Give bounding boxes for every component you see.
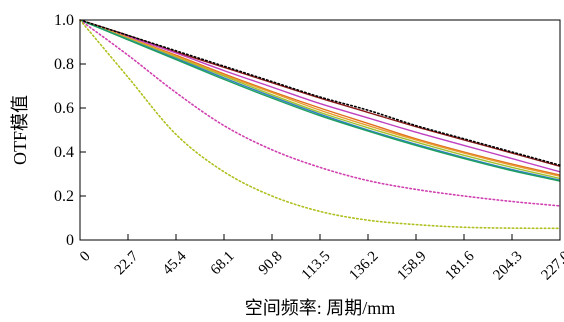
x-tick-label: 227.0: [538, 248, 564, 283]
x-tick-label: 204.3: [490, 248, 525, 283]
otf-curve-2: [79, 19, 561, 167]
x-tick-label: 0: [77, 248, 94, 265]
y-tick-label: 0: [66, 232, 74, 249]
otf-curve-7: [79, 19, 561, 181]
plot-frame: [79, 19, 561, 241]
otf-curve-1: [79, 19, 561, 166]
x-tick-label: 136.2: [346, 248, 381, 283]
otf-curve-9: [79, 19, 561, 207]
y-tick-label: 0.4: [54, 144, 74, 161]
x-tick-label: 45.4: [160, 248, 190, 278]
y-tick-label: 0.2: [54, 188, 74, 205]
y-tick-label: 0.8: [54, 56, 74, 73]
y-axis-title: OTF模值: [10, 95, 30, 165]
otf-curve-8: [79, 19, 561, 182]
curves-layer: [79, 19, 561, 230]
otf-curve-4: [79, 19, 561, 176]
x-tick-label: 90.8: [256, 248, 286, 278]
x-tick-label: 181.6: [442, 248, 478, 284]
otf-curve-10: [79, 19, 561, 230]
x-tick-label: 68.1: [208, 248, 238, 278]
x-axis-title: 空间频率: 周期/mm: [245, 298, 396, 318]
x-tick-label: 22.7: [112, 248, 142, 278]
y-axis: 0 0.2 0.4 0.6 0.8 1.0: [54, 12, 86, 249]
x-tick-label: 158.9: [394, 248, 429, 283]
otf-curve-6: [79, 19, 561, 180]
y-tick-label: 1.0: [54, 12, 74, 29]
otf-curve-5: [79, 19, 561, 177]
y-tick-label: 0.6: [54, 100, 74, 117]
otf-curve-3: [79, 19, 561, 173]
x-tick-label: 113.5: [299, 248, 334, 283]
x-axis: 0 22.7 45.4 68.1 90.8 113.5 136.2 158.9 181.6 204…: [77, 234, 564, 283]
